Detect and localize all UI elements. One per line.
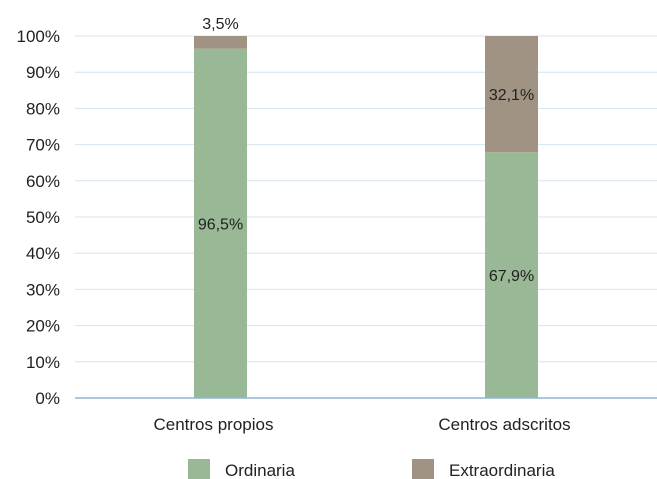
data-label: 96,5% <box>198 216 243 233</box>
legend: Ordinaria Extraordinaria <box>188 459 555 479</box>
y-tick-label: 80% <box>26 99 60 118</box>
bar-segment-extraordinaria-1 <box>194 36 247 49</box>
data-label: 67,9% <box>489 268 534 285</box>
x-axis-tick-labels: Centros propios Centros adscritos <box>153 415 570 434</box>
y-tick-label: 100% <box>17 27 60 46</box>
y-axis-tick-labels: 0% 10% 20% 30% 40% 50% 60% 70% 80% 90% 100% <box>17 27 60 408</box>
legend-label: Extraordinaria <box>449 461 555 479</box>
x-tick-label: Centros adscritos <box>438 415 570 434</box>
bar-segment-ordinaria-1 <box>194 48 247 399</box>
y-tick-label: 90% <box>26 63 60 82</box>
legend-swatch-ordinaria <box>188 459 210 479</box>
data-label: 32,1% <box>489 87 534 104</box>
legend-label: Ordinaria <box>225 461 295 479</box>
bar-segment-extraordinaria-2 <box>485 36 538 153</box>
data-label: 3,5% <box>202 16 238 33</box>
y-tick-label: 30% <box>26 280 60 299</box>
legend-swatch-extraordinaria <box>412 459 434 479</box>
y-tick-label: 50% <box>26 208 60 227</box>
y-tick-label: 60% <box>26 172 60 191</box>
bars <box>194 36 538 399</box>
y-tick-label: 40% <box>26 244 60 263</box>
data-labels: 96,5% 3,5% 67,9% 32,1% <box>198 16 534 285</box>
gridlines <box>75 35 657 363</box>
bar-segment-ordinaria-2 <box>485 152 538 398</box>
y-tick-label: 10% <box>26 353 60 372</box>
y-tick-label: 70% <box>26 136 60 155</box>
x-tick-label: Centros propios <box>153 415 273 434</box>
y-tick-label: 0% <box>35 389 60 408</box>
y-tick-label: 20% <box>26 317 60 336</box>
